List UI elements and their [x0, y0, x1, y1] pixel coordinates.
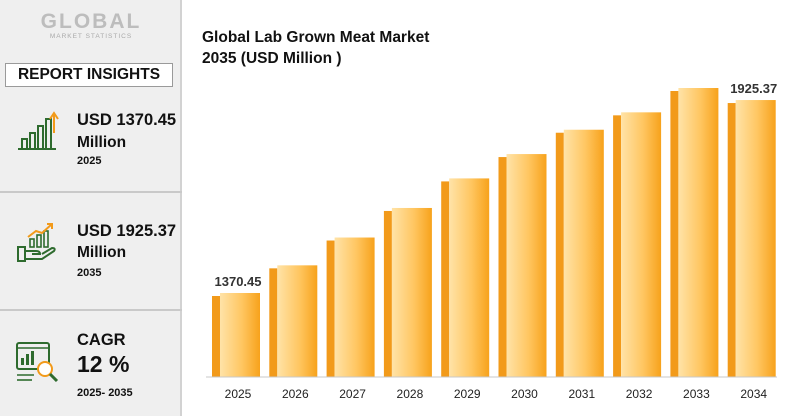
x-tick-label-2027: 2027	[339, 387, 366, 401]
insight-card-2035: USD 1925.37 Million 2035	[0, 193, 182, 311]
x-tick-label-2025: 2025	[225, 387, 252, 401]
x-tick-label-2034: 2034	[740, 387, 767, 401]
bar-2026	[269, 265, 318, 377]
bar-side-2030	[498, 157, 507, 377]
bar-face-2033	[678, 88, 719, 377]
magnifier-dashboard-icon	[16, 342, 59, 383]
card-divider	[0, 191, 182, 193]
bar-2031	[555, 129, 604, 377]
bar-side-2032	[613, 115, 622, 377]
market-value-2025: USD 1370.45	[77, 111, 177, 129]
insights-sidebar: GLOBAL MARKET STATISTICS REPORT INSIGHTS…	[0, 0, 182, 416]
x-tick-label-2031: 2031	[568, 387, 595, 401]
x-tick-label-2029: 2029	[454, 387, 481, 401]
bar-face-2025	[220, 293, 260, 377]
bar-2030	[498, 154, 547, 377]
data-label-2025: 1370.45	[215, 274, 262, 289]
x-tick-label-2033: 2033	[683, 387, 710, 401]
market-unit-2035: Million	[77, 244, 127, 261]
bar-face-2027	[334, 237, 375, 377]
data-label-2034: 1925.37	[730, 81, 777, 96]
sidebar-divider	[180, 0, 182, 416]
x-tick-label-2026: 2026	[282, 387, 309, 401]
hand-growth-chart-icon	[17, 223, 56, 262]
bar-face-2032	[621, 112, 662, 377]
card-divider	[0, 309, 182, 311]
report-insights-heading: REPORT INSIGHTS	[5, 63, 173, 87]
market-year-2025: 2025	[77, 155, 102, 167]
bar-chart-growth-icon	[18, 111, 59, 150]
bar-side-2029	[441, 181, 450, 377]
insight-card-cagr: CAGR 12 % 2025- 2035	[0, 311, 182, 416]
x-tick-label-2028: 2028	[397, 387, 424, 401]
x-tick-label-2032: 2032	[626, 387, 653, 401]
bar-face-2030	[506, 154, 547, 377]
chart-title: Global Lab Grown Meat Market	[202, 29, 430, 46]
bar-face-2028	[391, 207, 432, 377]
logo-tagline: MARKET STATISTICS	[49, 33, 133, 40]
chart-subtitle: 2035 (USD Million )	[202, 50, 342, 67]
market-unit-2025: Million	[77, 134, 127, 151]
market-value-2035: USD 1925.37	[77, 222, 177, 240]
brand-logo: GLOBAL MARKET STATISTICS	[0, 10, 182, 40]
bar-side-2034	[727, 103, 736, 378]
bar-face-2031	[563, 129, 604, 377]
bar-2025	[212, 293, 260, 377]
bar-2034	[727, 100, 776, 378]
logo-wordmark: GLOBAL	[40, 10, 142, 33]
insight-card-2025: USD 1370.45 Million 2025	[0, 93, 182, 193]
bar-side-2033	[670, 91, 679, 377]
cagr-label: CAGR	[77, 331, 126, 349]
bar-side-2027	[326, 240, 335, 377]
bar-2032	[613, 112, 662, 377]
x-tick-label-2030: 2030	[511, 387, 538, 401]
bar-2033	[670, 88, 719, 377]
bar-chart: 2025 2026 2027 2028 2029 2030 2031 2032 2033 2034…	[206, 81, 777, 401]
market-year-2035: 2035	[77, 267, 102, 279]
bar-face-2026	[277, 265, 318, 377]
cagr-period: 2025- 2035	[77, 387, 133, 399]
bar-side-2026	[269, 268, 278, 377]
cagr-value: 12 %	[77, 351, 130, 377]
bar-2028	[383, 207, 432, 377]
bar-2029	[441, 178, 490, 377]
bar-side-2031	[555, 132, 564, 377]
bar-side-2025	[212, 296, 220, 377]
bar-2027	[326, 237, 375, 377]
bar-side-2028	[383, 210, 392, 377]
bar-face-2034	[735, 100, 776, 378]
bar-face-2029	[449, 178, 490, 377]
chart-title-block: Global Lab Grown Meat Market 2035 (USD M…	[202, 27, 429, 69]
